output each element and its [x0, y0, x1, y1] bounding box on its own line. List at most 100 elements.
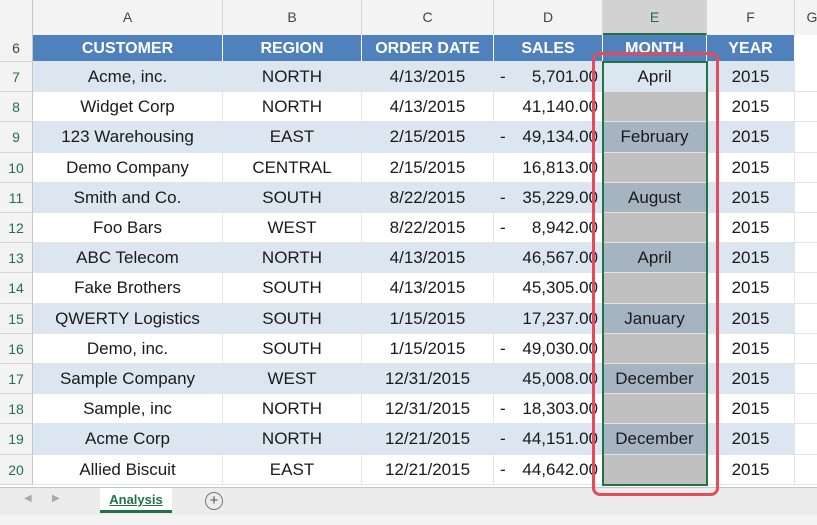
order-date-cell[interactable]: 12/21/2015 — [362, 454, 494, 485]
column-header-d[interactable]: D — [494, 0, 603, 35]
region-cell[interactable]: NORTH — [223, 62, 362, 93]
next-sheet-arrow-icon[interactable]: ▶ — [52, 493, 60, 504]
order-date-cell[interactable]: 1/15/2015 — [362, 303, 494, 334]
year-cell[interactable]: 2015 — [707, 394, 795, 425]
header-month[interactable]: MONTH — [603, 35, 707, 62]
empty-cell[interactable] — [795, 304, 817, 334]
sales-cell[interactable]: 45,305.00 — [494, 273, 603, 304]
empty-cell[interactable] — [795, 455, 817, 485]
year-cell[interactable]: 2015 — [707, 182, 795, 213]
month-cell[interactable]: December — [603, 364, 707, 395]
customer-cell[interactable]: Demo Company — [33, 152, 223, 183]
region-cell[interactable]: WEST — [223, 213, 362, 244]
month-cell[interactable] — [603, 454, 707, 485]
row-header-14[interactable]: 14 — [0, 273, 33, 304]
year-cell[interactable]: 2015 — [707, 454, 795, 485]
month-cell[interactable]: August — [603, 182, 707, 213]
empty-cell[interactable] — [795, 394, 817, 425]
row-header-15[interactable]: 15 — [0, 303, 33, 334]
column-header-e[interactable]: E — [603, 0, 707, 35]
empty-cell[interactable] — [795, 62, 817, 93]
customer-cell[interactable]: Allied Biscuit — [33, 454, 223, 485]
row-header-19[interactable]: 19 — [0, 424, 33, 455]
customer-cell[interactable]: Demo, inc. — [33, 333, 223, 364]
customer-cell[interactable]: 123 Warehousing — [33, 122, 223, 153]
column-header-b[interactable]: B — [223, 0, 362, 35]
month-cell[interactable]: January — [603, 303, 707, 334]
row-header-16[interactable]: 16 — [0, 333, 33, 364]
order-date-cell[interactable]: 4/13/2015 — [362, 62, 494, 93]
empty-cell[interactable] — [795, 213, 817, 244]
month-cell[interactable] — [603, 273, 707, 304]
order-date-cell[interactable]: 12/31/2015 — [362, 364, 494, 395]
select-all-corner[interactable] — [0, 0, 33, 35]
row-header-18[interactable]: 18 — [0, 394, 33, 425]
empty-cell[interactable] — [795, 273, 817, 304]
header-year[interactable]: YEAR — [707, 35, 795, 62]
sales-cell[interactable]: 17,237.00 — [494, 303, 603, 334]
empty-cell[interactable] — [795, 92, 817, 123]
year-cell[interactable]: 2015 — [707, 273, 795, 304]
header-region[interactable]: REGION — [223, 35, 362, 62]
sales-cell[interactable]: -44,151.00 — [494, 424, 603, 455]
year-cell[interactable]: 2015 — [707, 92, 795, 123]
row-header-13[interactable]: 13 — [0, 243, 33, 274]
order-date-cell[interactable]: 8/22/2015 — [362, 182, 494, 213]
order-date-cell[interactable]: 2/15/2015 — [362, 152, 494, 183]
customer-cell[interactable]: Smith and Co. — [33, 182, 223, 213]
customer-cell[interactable]: Widget Corp — [33, 92, 223, 123]
year-cell[interactable]: 2015 — [707, 364, 795, 395]
customer-cell[interactable]: ABC Telecom — [33, 243, 223, 274]
row-header-10[interactable]: 10 — [0, 152, 33, 183]
sales-cell[interactable]: - 8,942.00 — [494, 213, 603, 244]
order-date-cell[interactable]: 4/13/2015 — [362, 92, 494, 123]
sales-cell[interactable]: 41,140.00 — [494, 92, 603, 123]
row-header-11[interactable]: 11 — [0, 182, 33, 213]
header-sales[interactable]: SALES — [494, 35, 603, 62]
header-customer[interactable]: CUSTOMER — [33, 35, 223, 62]
header-order-date[interactable]: ORDER DATE — [362, 35, 494, 62]
region-cell[interactable]: CENTRAL — [223, 152, 362, 183]
column-header-f[interactable]: F — [707, 0, 795, 35]
order-date-cell[interactable]: 4/13/2015 — [362, 243, 494, 274]
month-cell[interactable] — [603, 152, 707, 183]
sheet-tab-analysis[interactable]: Analysis — [100, 488, 172, 513]
row-header-20[interactable]: 20 — [0, 454, 33, 485]
year-cell[interactable]: 2015 — [707, 213, 795, 244]
column-header-a[interactable]: A — [33, 0, 223, 35]
month-cell[interactable]: February — [603, 122, 707, 153]
region-cell[interactable]: EAST — [223, 122, 362, 153]
row-header-6[interactable]: 6 — [0, 35, 33, 62]
sales-cell[interactable]: -44,642.00 — [494, 454, 603, 485]
sales-cell[interactable]: -49,134.00 — [494, 122, 603, 153]
month-cell[interactable]: December — [603, 424, 707, 455]
customer-cell[interactable]: Sample, inc — [33, 394, 223, 425]
year-cell[interactable]: 2015 — [707, 424, 795, 455]
empty-cell[interactable] — [795, 183, 817, 213]
region-cell[interactable]: SOUTH — [223, 273, 362, 304]
month-cell[interactable] — [603, 92, 707, 123]
customer-cell[interactable]: Acme, inc. — [33, 62, 223, 93]
row-header-17[interactable]: 17 — [0, 364, 33, 395]
year-cell[interactable]: 2015 — [707, 333, 795, 364]
month-cell[interactable] — [603, 213, 707, 244]
year-cell[interactable]: 2015 — [707, 152, 795, 183]
customer-cell[interactable]: QWERTY Logistics — [33, 303, 223, 334]
column-header-c[interactable]: C — [362, 0, 494, 35]
empty-cell[interactable] — [795, 334, 817, 364]
month-cell[interactable] — [603, 394, 707, 425]
sales-cell[interactable]: -49,030.00 — [494, 333, 603, 364]
year-cell[interactable]: 2015 — [707, 62, 795, 93]
region-cell[interactable]: SOUTH — [223, 333, 362, 364]
sales-cell[interactable]: 46,567.00 — [494, 243, 603, 274]
order-date-cell[interactable]: 2/15/2015 — [362, 122, 494, 153]
year-cell[interactable]: 2015 — [707, 303, 795, 334]
sales-cell[interactable]: 45,008.00 — [494, 364, 603, 395]
row-header-9[interactable]: 9 — [0, 122, 33, 153]
sales-cell[interactable]: -18,303.00 — [494, 394, 603, 425]
empty-cell[interactable] — [795, 153, 817, 183]
region-cell[interactable]: WEST — [223, 364, 362, 395]
region-cell[interactable]: NORTH — [223, 394, 362, 425]
customer-cell[interactable]: Sample Company — [33, 364, 223, 395]
